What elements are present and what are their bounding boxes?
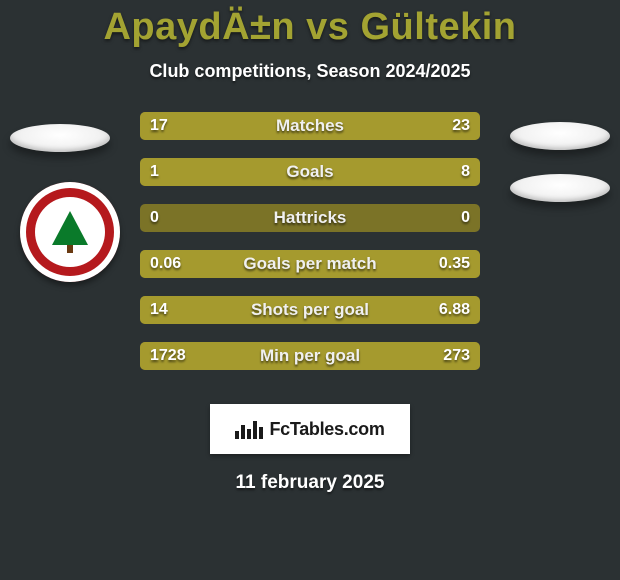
tree-icon [52, 211, 88, 245]
stat-bar-right-fill [178, 158, 480, 186]
stat-bar: 18Goals [140, 158, 480, 186]
club-badge-inner [35, 197, 105, 267]
tree-trunk-icon [67, 245, 73, 253]
stat-label: Hattricks [140, 204, 480, 232]
stat-bar-right-fill [190, 250, 480, 278]
player-left-avatar-placeholder [10, 124, 110, 152]
stat-bar-right-fill [368, 296, 480, 324]
stat-bar: 1728273Min per goal [140, 342, 480, 370]
stat-bar: 1723Matches [140, 112, 480, 140]
stat-left-value: 0 [140, 204, 169, 232]
stat-bar-left-fill [140, 158, 178, 186]
stat-bar: 0.060.35Goals per match [140, 250, 480, 278]
chart-icon [235, 419, 263, 439]
page-subtitle: Club competitions, Season 2024/2025 [0, 61, 620, 82]
stat-bar-right-fill [434, 342, 480, 370]
player-right-avatar-placeholder [510, 122, 610, 150]
snapshot-date: 11 february 2025 [0, 472, 620, 494]
stat-bar: 146.88Shots per goal [140, 296, 480, 324]
page-root: ApaydÄ±n vs Gültekin Club competitions, … [0, 0, 620, 580]
site-name: FcTables.com [269, 419, 384, 440]
player-left-club-badge [20, 182, 120, 282]
comparison-arena: 1723Matches 18Goals 0 0Hattricks 0.060.35Goa… [0, 112, 620, 382]
stat-bar-left-fill [140, 296, 368, 324]
stat-bar: 0 0Hattricks [140, 204, 480, 232]
stat-bar-right-fill [285, 112, 481, 140]
page-title: ApaydÄ±n vs Gültekin [0, 0, 620, 49]
stat-bar-left-fill [140, 112, 285, 140]
player-right-club-placeholder [510, 174, 610, 202]
stat-bar-left-fill [140, 342, 434, 370]
stat-bars: 1723Matches 18Goals 0 0Hattricks 0.060.35Goa… [140, 112, 480, 370]
site-branding[interactable]: FcTables.com [210, 404, 410, 454]
stat-bar-left-fill [140, 250, 190, 278]
stat-right-value: 0 [451, 204, 480, 232]
